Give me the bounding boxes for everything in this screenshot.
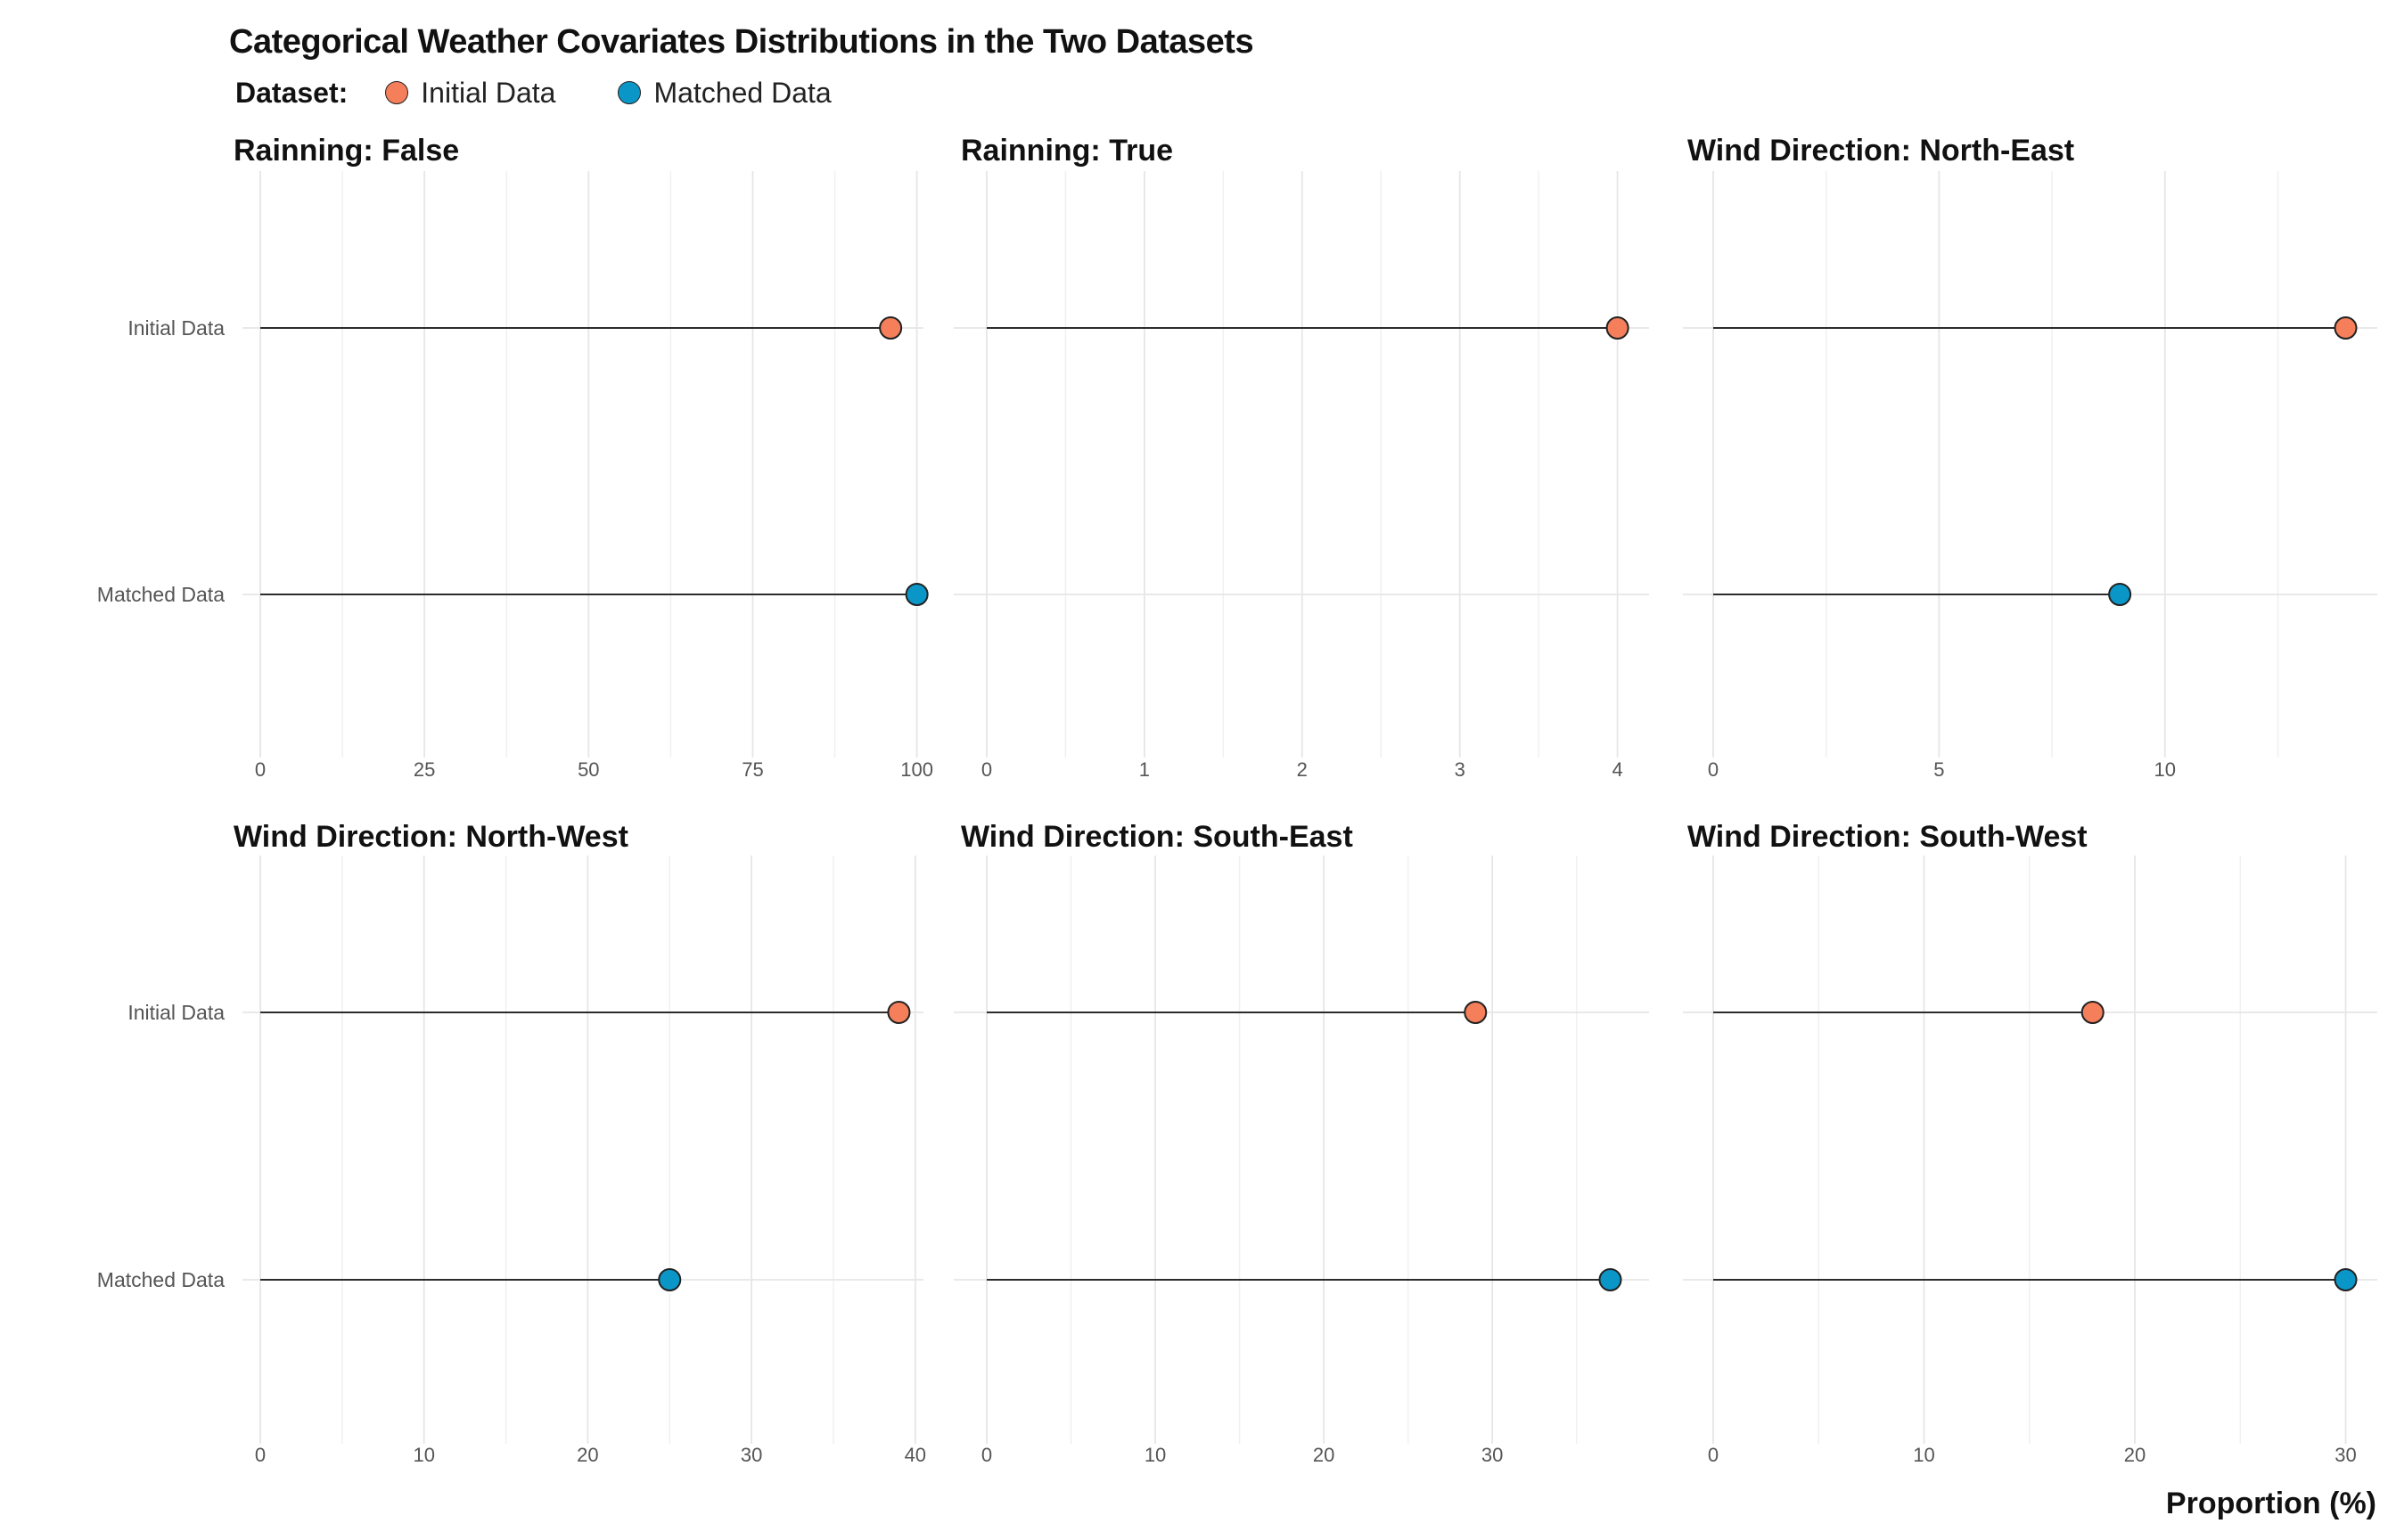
x-tick-label: 20 [1313, 1444, 1334, 1466]
facet-title: Wind Direction: South-West [1687, 820, 2088, 854]
y-category-label: Initial Data [127, 316, 225, 340]
chart-title: Categorical Weather Covariates Distribut… [229, 23, 1254, 61]
x-tick-label: 50 [578, 758, 599, 781]
x-tick-label: 75 [742, 758, 763, 781]
x-tick-label: 0 [1708, 758, 1719, 781]
x-tick-label: 0 [981, 758, 992, 781]
x-tick-label: 1 [1139, 758, 1150, 781]
facet-panel: Wind Direction: North-East 0 5 10 [1683, 134, 2377, 781]
y-category-label: Matched Data [97, 1268, 225, 1291]
x-tick-label: 0 [1708, 1444, 1719, 1466]
facet-panel: Wind Direction: South-West 0 10 20 30 [1683, 820, 2377, 1466]
x-tick-label: 5 [1933, 758, 1944, 781]
x-tick-label: 0 [255, 758, 266, 781]
facet-title: Wind Direction: North-West [234, 820, 628, 854]
facet-title: Rainning: True [961, 134, 1173, 168]
legend-item-initial: Initial Data [385, 77, 555, 110]
lollipop-point [658, 1268, 682, 1291]
facet-title: Rainning: False [234, 134, 459, 168]
x-tick-label: 10 [1145, 1444, 1166, 1466]
legend-title: Dataset: [235, 76, 349, 109]
facet-panel: Wind Direction: North-West 0 10 20 30 40 Initi… [97, 820, 926, 1466]
x-tick-label: 0 [981, 1444, 992, 1466]
x-tick-label: 10 [413, 1444, 434, 1466]
legend-item-matched: Matched Data [618, 76, 832, 110]
x-tick-label: 20 [577, 1444, 598, 1466]
lollipop-point [2108, 583, 2132, 606]
x-tick-label: 10 [1913, 1444, 1934, 1466]
legend-label-matched: Matched Data [653, 76, 832, 109]
lollipop-point [2334, 316, 2358, 340]
facet-panel: Rainning: False 0 25 50 75 100 Initial Data Mat… [97, 134, 933, 781]
facet-panel: Wind Direction: South-East 0 10 20 30 [954, 820, 1649, 1466]
x-tick-label: 40 [905, 1444, 926, 1466]
facet-panel: Rainning: True 0 1 2 3 4 [954, 134, 1649, 781]
lollipop-point [879, 316, 903, 340]
legend-swatch-matched [618, 81, 642, 104]
legend: Dataset: Initial Data Matched Data [235, 73, 894, 112]
x-tick-label: 0 [255, 1444, 266, 1466]
y-category-label: Matched Data [97, 583, 225, 606]
x-tick-label: 10 [2154, 758, 2176, 781]
lollipop-point [1605, 316, 1629, 340]
legend-swatch-initial [385, 81, 409, 104]
y-category-label: Initial Data [127, 1001, 225, 1024]
lollipop-point [905, 583, 929, 606]
x-tick-label: 2 [1297, 758, 1308, 781]
x-tick-label: 3 [1455, 758, 1465, 781]
lollipop-point [887, 1001, 911, 1024]
lollipop-point [2334, 1268, 2358, 1291]
x-tick-label: 30 [2334, 1444, 2356, 1466]
x-axis-title: Proportion (%) [2166, 1487, 2376, 1520]
facet-title: Wind Direction: South-East [961, 820, 1353, 854]
x-tick-label: 30 [741, 1444, 762, 1466]
x-tick-label: 4 [1612, 758, 1622, 781]
lollipop-point [2080, 1001, 2105, 1024]
lollipop-point [1598, 1268, 1622, 1291]
legend-label-initial: Initial Data [421, 76, 556, 109]
x-tick-label: 25 [414, 758, 435, 781]
x-tick-label: 100 [900, 758, 933, 781]
x-tick-label: 20 [2124, 1444, 2146, 1466]
x-tick-label: 30 [1481, 1444, 1503, 1466]
facet-title: Wind Direction: North-East [1687, 134, 2074, 168]
lollipop-point [1464, 1001, 1488, 1024]
